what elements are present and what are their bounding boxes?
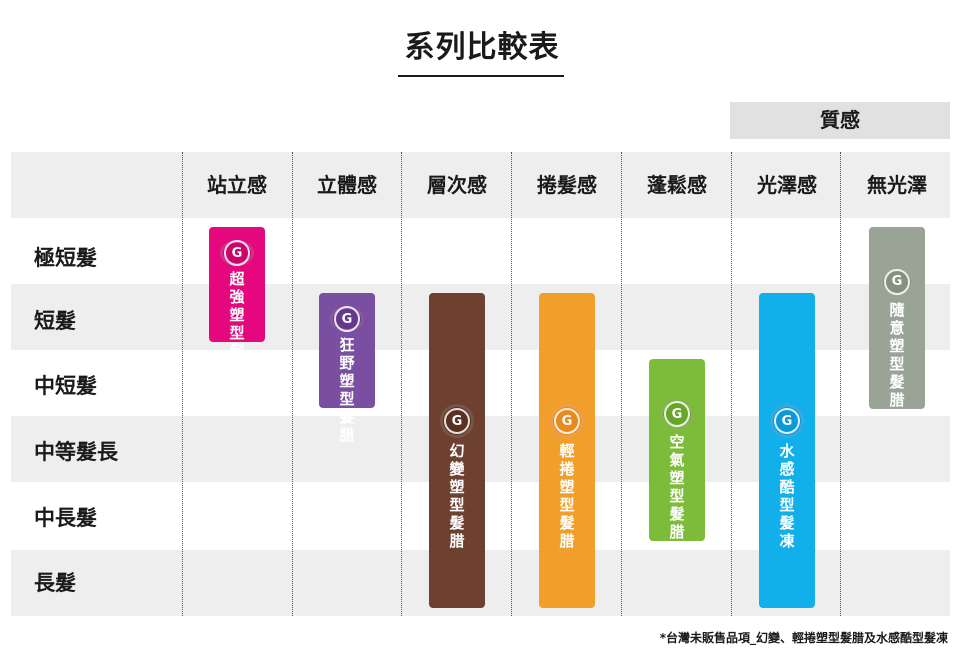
- product-name: 空氣塑型髮腊: [669, 433, 685, 541]
- column-header-volume: 立體感: [317, 173, 377, 197]
- product-bar-air-wax: G 空氣塑型髮腊: [649, 359, 705, 541]
- product-bar-light-curl-wax: G 輕捲塑型髮腊: [539, 293, 595, 608]
- product-name: 水感酷型髮凍: [779, 442, 795, 550]
- product-name: 狂野塑型髮腊: [339, 336, 355, 444]
- brand-logo-icon: G: [660, 399, 694, 429]
- row-label-short: 短髮: [34, 309, 76, 333]
- column-header-glossy: 光澤感: [757, 173, 817, 197]
- quality-group-header: 質感: [730, 102, 950, 139]
- brand-logo-icon: G: [330, 306, 364, 332]
- column-header-matte: 無光澤: [867, 173, 927, 197]
- page-title: 系列比較表: [404, 30, 560, 65]
- column-header-layering: 層次感: [427, 173, 487, 197]
- row-label-medium-short: 中短髮: [34, 374, 97, 398]
- row-label-very-short: 極短髮: [34, 246, 97, 270]
- column-divider: [731, 152, 732, 616]
- product-name: 幻變塑型髮腊: [449, 442, 465, 550]
- product-bar-casual-wax: G 隨意塑型髮腊: [869, 227, 925, 409]
- product-bar-morph-wax: G 幻變塑型髮腊: [429, 293, 485, 608]
- brand-logo-icon: G: [220, 240, 254, 266]
- product-name: 隨意塑型髮腊: [889, 301, 905, 409]
- column-header-fluffy: 蓬鬆感: [647, 173, 707, 197]
- brand-logo-icon: G: [440, 404, 474, 438]
- product-bar-aqua-gel: G 水感酷型髮凍: [759, 293, 815, 608]
- product-name: 輕捲塑型髮腊: [559, 442, 575, 550]
- row-label-medium-long: 中長髮: [34, 506, 97, 530]
- product-bar-wild-wax: G 狂野塑型髮腊: [319, 293, 375, 444]
- column-header-standing: 站立感: [207, 173, 267, 197]
- header-band: [11, 152, 950, 218]
- row-label-long: 長髮: [34, 571, 76, 595]
- column-divider: [840, 152, 841, 616]
- row-label-medium: 中等髮長: [34, 440, 118, 464]
- column-divider: [511, 152, 512, 616]
- column-divider: [182, 152, 183, 616]
- column-header-curl: 捲髮感: [537, 173, 597, 197]
- brand-logo-icon: G: [770, 404, 804, 438]
- brand-logo-icon: G: [550, 404, 584, 438]
- column-divider: [401, 152, 402, 616]
- title-underline: [398, 75, 564, 77]
- brand-logo-icon: G: [880, 266, 914, 297]
- column-divider: [621, 152, 622, 616]
- footnote: *台灣未販售品項_幻變、輕捲塑型髮腊及水感酷型髮凍: [659, 631, 948, 645]
- product-bar-super-strong-wax: G 超強塑型髮腊: [209, 227, 265, 378]
- column-divider: [292, 152, 293, 616]
- product-name: 超強塑型髮腊: [229, 270, 245, 378]
